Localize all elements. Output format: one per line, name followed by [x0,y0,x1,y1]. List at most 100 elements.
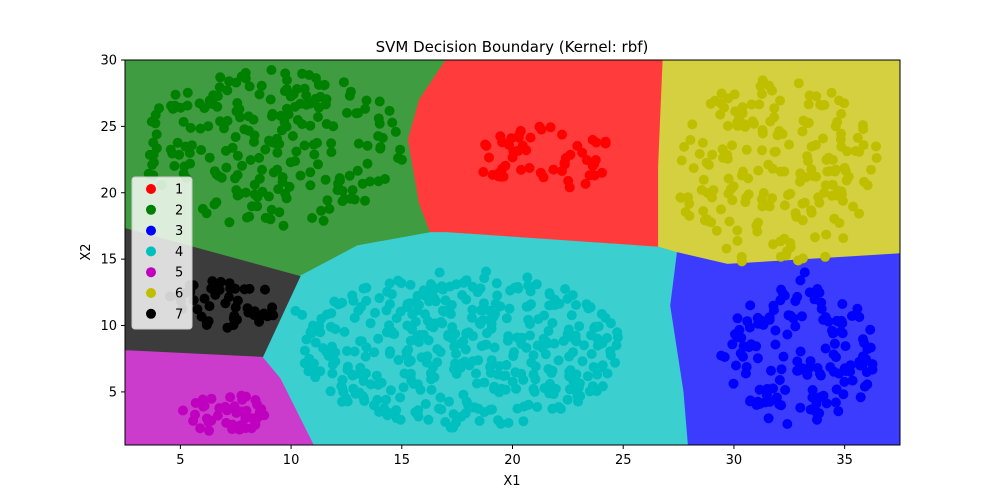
point-class-2 [301,99,312,110]
point-class-6 [866,164,876,175]
point-class-4 [512,281,523,292]
point-class-2 [353,108,364,118]
point-class-1 [513,131,524,142]
point-class-3 [857,360,868,371]
point-class-4 [516,338,527,349]
point-class-2 [299,140,310,151]
point-class-1 [589,170,600,181]
point-class-2 [260,144,271,155]
point-class-3 [792,356,803,367]
point-class-4 [347,290,358,301]
point-class-2 [231,77,242,88]
point-class-3 [862,379,873,390]
point-class-4 [373,333,384,344]
point-class-3 [752,353,763,364]
point-class-4 [548,299,559,310]
point-class-4 [547,365,558,376]
point-class-7 [260,284,270,295]
point-class-4 [429,372,440,383]
point-class-4 [379,403,390,414]
point-class-5 [222,405,233,416]
point-class-4 [564,351,575,362]
point-class-6 [679,141,690,152]
point-class-6 [830,164,841,175]
point-class-6 [836,108,847,119]
point-class-6 [820,180,831,191]
point-class-6 [836,128,846,139]
point-class-3 [811,406,822,417]
point-class-4 [420,399,431,409]
point-class-3 [732,313,743,324]
y-tick-label: 15 [100,253,117,268]
point-class-3 [828,328,838,339]
point-class-4 [553,355,564,366]
point-class-2 [305,167,316,178]
point-class-4 [479,273,490,284]
point-class-6 [676,155,687,166]
point-class-2 [266,65,277,75]
point-class-2 [247,201,257,212]
point-class-4 [396,278,407,289]
point-class-6 [802,151,813,162]
point-class-4 [359,396,370,406]
point-class-6 [727,195,738,206]
point-class-6 [804,90,815,101]
point-class-4 [586,330,596,341]
point-class-6 [723,173,734,184]
point-class-2 [321,119,332,129]
point-class-3 [807,385,818,395]
point-class-7 [220,298,231,309]
point-class-2 [373,176,384,187]
point-class-2 [151,129,162,140]
legend-marker-1 [146,184,156,194]
point-class-4 [447,322,458,332]
point-class-4 [434,267,445,278]
point-class-4 [574,321,585,332]
point-class-5 [225,392,236,403]
point-class-2 [174,149,185,160]
x-tick-label: 30 [726,453,743,468]
point-class-3 [830,397,841,408]
point-class-3 [731,360,741,371]
point-class-5 [227,419,238,430]
point-class-6 [767,85,777,96]
point-class-4 [337,383,348,394]
point-class-1 [524,163,535,173]
point-class-6 [688,163,699,174]
point-class-6 [696,185,707,195]
point-class-2 [322,195,333,206]
point-class-2 [338,77,349,88]
point-class-2 [211,197,222,208]
legend-marker-7 [146,308,156,319]
point-class-6 [711,225,722,236]
point-class-3 [763,413,774,424]
point-class-2 [268,167,279,178]
point-class-4 [466,312,477,323]
point-class-2 [265,94,276,105]
point-class-2 [232,150,243,161]
point-class-4 [478,315,489,326]
point-class-4 [461,275,472,286]
point-class-6 [779,200,790,211]
point-class-3 [862,344,873,355]
point-class-4 [415,384,426,395]
point-class-2 [289,101,300,112]
point-class-2 [337,185,348,196]
point-class-6 [676,192,686,203]
point-class-2 [233,189,244,200]
point-class-6 [793,255,804,266]
legend-label-2: 2 [175,203,183,218]
point-class-6 [746,99,757,110]
point-class-4 [349,312,360,323]
point-class-3 [734,324,745,335]
point-class-4 [315,327,326,338]
point-class-6 [793,78,804,89]
legend-label-4: 4 [175,245,183,260]
point-class-4 [369,347,380,358]
point-class-6 [836,189,847,200]
point-class-1 [487,169,498,180]
legend-marker-4 [146,246,156,257]
point-class-3 [839,363,850,374]
point-class-3 [795,402,806,413]
point-class-3 [797,311,807,322]
